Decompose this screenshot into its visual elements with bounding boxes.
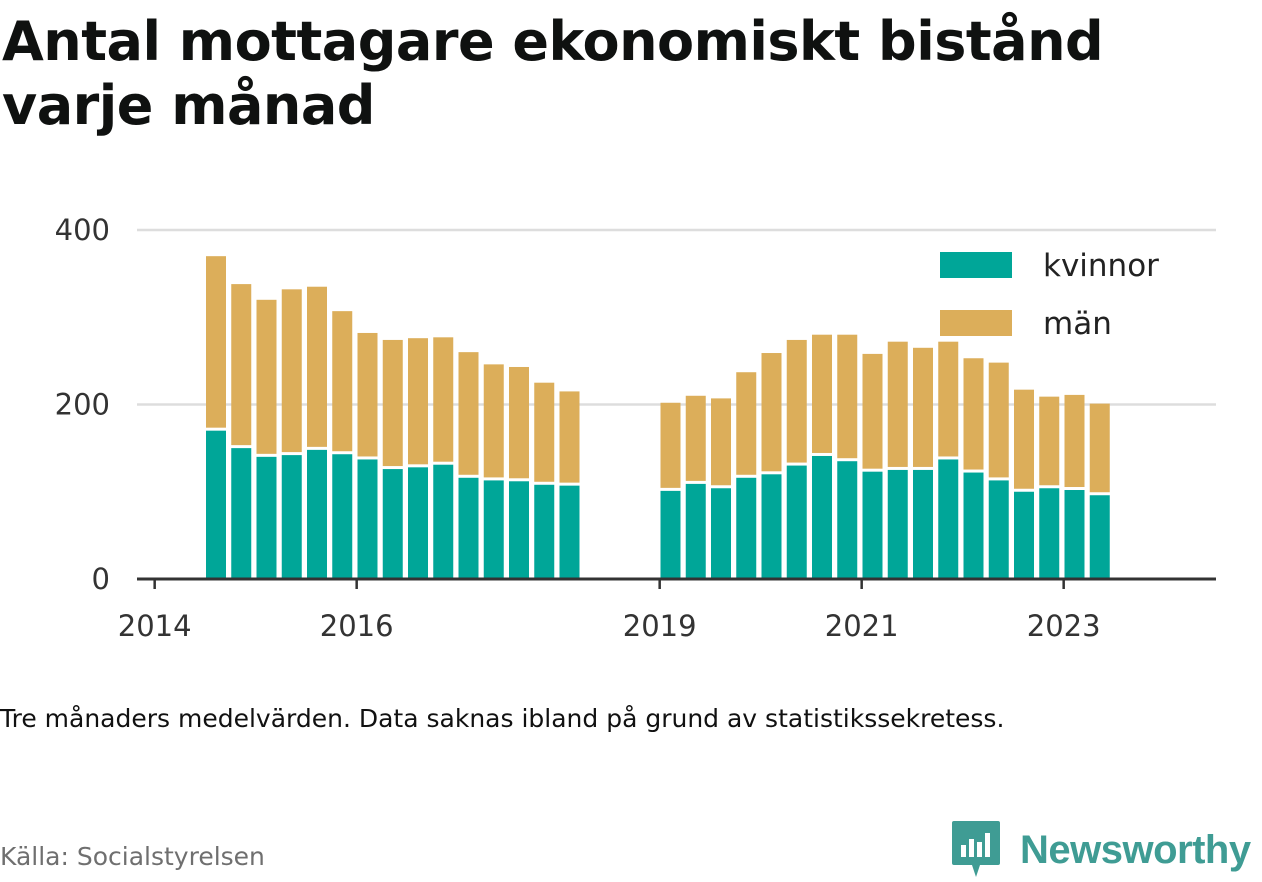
bar-kvinnor — [736, 477, 757, 579]
bar-kvinnor — [559, 485, 580, 579]
bar-man — [1064, 394, 1085, 488]
bar-man — [786, 339, 807, 463]
bar-man — [206, 256, 226, 428]
y-tick-label: 400 — [55, 213, 110, 247]
bars — [206, 256, 1110, 579]
bar-kvinnor — [332, 454, 353, 579]
bar-kvinnor — [458, 477, 479, 579]
legend-label-kvinnor: kvinnor — [1043, 248, 1159, 284]
bar-kvinnor — [1039, 488, 1060, 579]
bar-kvinnor — [256, 456, 277, 579]
bar-kvinnor — [761, 474, 782, 579]
brand-logo[interactable]: Newsworthy — [950, 818, 1251, 882]
bar-man — [559, 391, 580, 483]
legend-swatch-man — [940, 310, 1012, 336]
bar-man — [307, 286, 327, 447]
bar-man — [357, 332, 378, 457]
bar-man — [483, 364, 504, 478]
bar-kvinnor — [408, 467, 428, 579]
x-tick-label: 2023 — [1027, 609, 1101, 643]
bar-man — [963, 358, 984, 470]
bar-kvinnor — [1064, 490, 1085, 579]
bar-man — [509, 366, 529, 479]
bar-kvinnor — [1089, 495, 1110, 579]
x-tick-label: 2016 — [320, 609, 394, 643]
newsworthy-logo-icon — [952, 821, 1000, 877]
bar-kvinnor — [357, 459, 378, 579]
legend-label-man: män — [1043, 306, 1112, 342]
bar-kvinnor — [913, 469, 933, 579]
legend: kvinnor män — [940, 248, 1159, 342]
bar-man — [660, 402, 681, 488]
bar-kvinnor — [837, 461, 858, 579]
source-label: Källa: Socialstyrelsen — [0, 842, 265, 871]
bar-kvinnor — [963, 472, 984, 579]
bar-man — [685, 395, 706, 481]
x-tick-label: 2014 — [118, 609, 192, 643]
chart-note: Tre månaders medelvärden. Data saknas ib… — [0, 704, 1005, 733]
bar-man — [458, 352, 479, 475]
bar-kvinnor — [433, 464, 454, 579]
bar-man — [408, 338, 428, 465]
brand-name: Newsworthy — [1020, 827, 1251, 872]
bar-man — [711, 398, 731, 486]
bar-man — [256, 299, 277, 454]
bar-kvinnor — [812, 455, 832, 579]
bar-man — [988, 362, 1009, 478]
bar-kvinnor — [1014, 491, 1034, 579]
bar-man — [332, 311, 353, 452]
bar-man — [433, 337, 454, 462]
bar-man — [1014, 389, 1034, 489]
bar-kvinnor — [231, 448, 252, 579]
bar-man — [837, 334, 858, 459]
bar-kvinnor — [382, 469, 403, 579]
bar-man — [812, 334, 832, 453]
bar-kvinnor — [534, 484, 555, 579]
bar-man — [382, 339, 403, 467]
x-tick-label: 2019 — [623, 609, 697, 643]
bar-man — [1089, 403, 1110, 493]
y-tick-label: 200 — [55, 388, 110, 422]
bar-man — [862, 353, 883, 469]
bar-kvinnor — [685, 483, 706, 579]
bar-man — [231, 284, 252, 446]
bar-kvinnor — [281, 455, 302, 579]
bar-kvinnor — [483, 480, 504, 579]
bar-kvinnor — [509, 481, 529, 579]
bar-kvinnor — [786, 465, 807, 579]
bar-kvinnor — [862, 471, 883, 579]
bar-man — [938, 341, 959, 457]
y-tick-label: 0 — [92, 562, 110, 596]
bar-man — [736, 372, 757, 475]
bar-kvinnor — [938, 459, 959, 579]
bar-man — [1039, 396, 1060, 486]
bar-man — [761, 353, 782, 472]
bar-kvinnor — [711, 488, 731, 579]
bar-kvinnor — [206, 430, 226, 579]
axes: 0 200 400 2014 2016 2019 2021 2023 — [55, 213, 1216, 643]
legend-swatch-kvinnor — [940, 252, 1012, 278]
chart-title: Antal mottagare ekonomiskt bistånd varje… — [2, 10, 1104, 137]
bar-man — [887, 341, 908, 467]
x-tick-label: 2021 — [825, 609, 899, 643]
bar-man — [534, 382, 555, 482]
bar-kvinnor — [660, 490, 681, 579]
bar-kvinnor — [307, 449, 327, 579]
bar-kvinnor — [988, 480, 1009, 579]
bar-kvinnor — [887, 469, 908, 579]
bar-man — [913, 347, 933, 467]
bar-man — [281, 289, 302, 453]
chart: 0 200 400 2014 2016 2019 2021 2023 kvinnor män — [55, 213, 1216, 643]
